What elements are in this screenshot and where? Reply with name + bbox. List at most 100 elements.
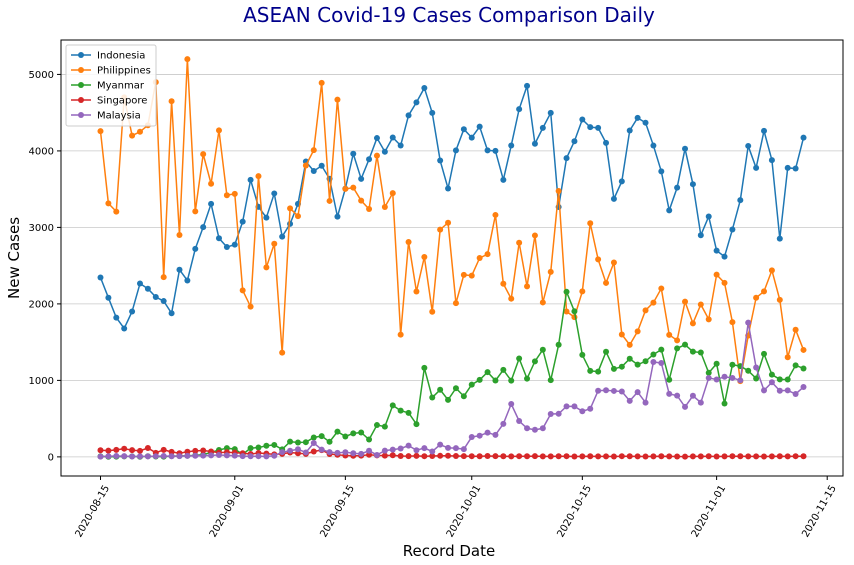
data-point bbox=[721, 279, 728, 286]
data-point bbox=[800, 384, 807, 391]
data-point bbox=[437, 226, 444, 233]
data-point bbox=[626, 341, 633, 348]
data-point bbox=[294, 446, 301, 453]
data-point bbox=[689, 453, 696, 460]
data-point bbox=[342, 185, 349, 192]
chart-title: ASEAN Covid-19 Cases Comparison Daily bbox=[243, 3, 655, 27]
data-point bbox=[176, 266, 183, 273]
data-point bbox=[634, 114, 641, 121]
data-point bbox=[610, 259, 617, 266]
data-point bbox=[713, 271, 720, 278]
data-point bbox=[437, 452, 444, 459]
data-point bbox=[255, 444, 262, 451]
data-point bbox=[192, 447, 199, 454]
data-point bbox=[231, 241, 238, 248]
data-point bbox=[697, 232, 704, 239]
data-point bbox=[405, 442, 412, 449]
data-point bbox=[437, 386, 444, 393]
data-point bbox=[429, 394, 436, 401]
legend-label: Myanmar bbox=[97, 81, 145, 92]
data-point bbox=[318, 433, 325, 440]
data-point bbox=[595, 387, 602, 394]
data-point bbox=[492, 453, 499, 460]
data-point bbox=[129, 132, 136, 139]
data-point bbox=[223, 244, 230, 251]
data-point bbox=[768, 267, 775, 274]
series-line bbox=[100, 288, 804, 458]
data-point bbox=[500, 420, 507, 427]
data-point bbox=[626, 453, 633, 460]
data-point bbox=[792, 391, 799, 397]
data-point bbox=[247, 176, 254, 183]
data-point bbox=[761, 288, 768, 295]
data-point bbox=[373, 152, 380, 159]
data-point bbox=[405, 453, 412, 460]
x-axis-label: Record Date bbox=[403, 542, 495, 560]
data-point bbox=[768, 371, 775, 378]
data-point bbox=[184, 448, 191, 455]
data-point bbox=[697, 301, 704, 308]
data-point bbox=[705, 374, 712, 381]
data-point bbox=[784, 354, 791, 361]
data-point bbox=[468, 381, 475, 388]
data-point bbox=[784, 376, 791, 383]
data-point bbox=[310, 168, 317, 175]
data-point bbox=[555, 410, 562, 417]
data-point bbox=[634, 328, 641, 335]
data-point bbox=[136, 280, 143, 287]
data-point bbox=[697, 399, 704, 406]
x-tick-label: 2020-10-01 bbox=[445, 483, 484, 539]
data-point bbox=[492, 431, 499, 438]
data-point bbox=[366, 206, 373, 213]
data-point bbox=[610, 195, 617, 202]
data-point bbox=[603, 139, 610, 146]
y-axis-label: New Cases bbox=[5, 217, 23, 299]
data-point bbox=[650, 359, 657, 366]
data-point bbox=[603, 387, 610, 394]
data-point bbox=[658, 168, 665, 175]
data-point bbox=[152, 294, 159, 301]
data-point bbox=[508, 295, 515, 302]
data-point bbox=[168, 448, 175, 455]
data-point bbox=[784, 164, 791, 171]
data-point bbox=[761, 350, 768, 357]
data-point bbox=[429, 109, 436, 116]
data-point bbox=[729, 453, 736, 460]
data-point bbox=[405, 409, 412, 416]
data-point bbox=[168, 98, 175, 105]
data-point bbox=[539, 425, 546, 432]
data-point bbox=[508, 401, 515, 408]
data-point bbox=[445, 185, 452, 192]
data-point bbox=[373, 135, 380, 142]
data-point bbox=[326, 197, 333, 204]
x-axis: 2020-08-15 2020-09-01 2020-09-15 2020-10-01… bbox=[74, 476, 839, 539]
series-line bbox=[99, 85, 805, 330]
x-tick-label: 2020-09-01 bbox=[208, 484, 247, 540]
data-point bbox=[97, 453, 104, 460]
data-point bbox=[729, 374, 736, 381]
data-point bbox=[650, 351, 657, 358]
data-point bbox=[587, 124, 594, 131]
data-point bbox=[263, 453, 270, 460]
data-point bbox=[658, 453, 665, 460]
data-point bbox=[666, 207, 673, 214]
series-line bbox=[99, 59, 805, 382]
data-point bbox=[373, 422, 380, 429]
data-point bbox=[326, 449, 333, 456]
data-point bbox=[618, 363, 625, 370]
data-point bbox=[334, 213, 341, 220]
data-point bbox=[595, 453, 602, 460]
series-line bbox=[100, 322, 805, 458]
data-point bbox=[318, 446, 325, 453]
data-point bbox=[405, 239, 412, 246]
data-point bbox=[437, 441, 444, 448]
data-point bbox=[705, 213, 712, 220]
data-point bbox=[768, 157, 775, 164]
data-point bbox=[610, 453, 617, 460]
data-point bbox=[745, 319, 752, 326]
data-point bbox=[666, 453, 673, 460]
data-point bbox=[547, 268, 554, 275]
data-point bbox=[547, 109, 554, 116]
data-point bbox=[571, 308, 578, 315]
data-point bbox=[792, 453, 799, 460]
